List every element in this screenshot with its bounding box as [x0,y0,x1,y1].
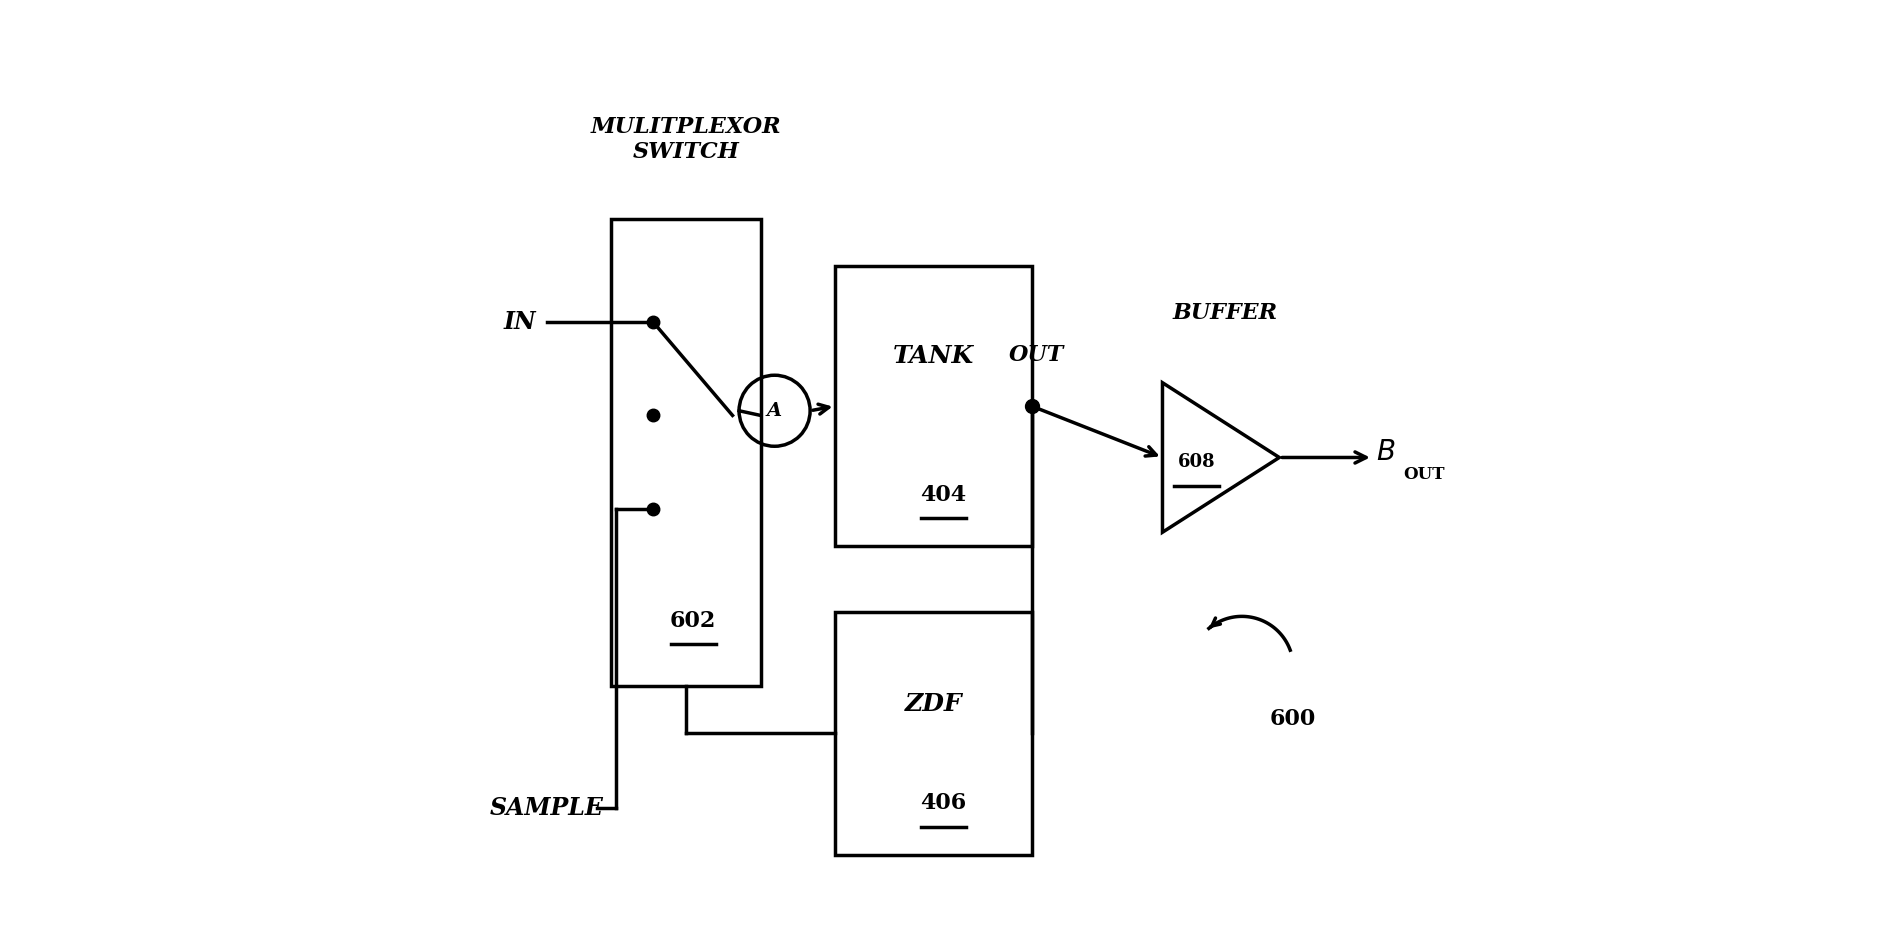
Text: 404: 404 [921,484,966,505]
Text: OUT: OUT [1404,466,1446,483]
Text: A: A [767,402,783,420]
Text: TANK: TANK [893,343,974,368]
Text: ZDF: ZDF [904,692,963,716]
Text: MULITPLEXOR
SWITCH: MULITPLEXOR SWITCH [591,116,781,163]
Text: 608: 608 [1179,454,1215,472]
Text: 406: 406 [921,792,966,815]
Bar [836,266,1031,546]
Text: 602: 602 [671,610,716,632]
Text: BUFFER: BUFFER [1173,302,1277,323]
Text: SAMPLE: SAMPLE [489,796,603,820]
Bar [836,612,1031,854]
Text: OUT: OUT [1008,343,1063,366]
Text: $\mathbf{\mathit{B}}$: $\mathbf{\mathit{B}}$ [1376,439,1395,466]
Bar [610,219,760,687]
Text: 600: 600 [1270,708,1317,730]
Text: IN: IN [504,310,536,334]
